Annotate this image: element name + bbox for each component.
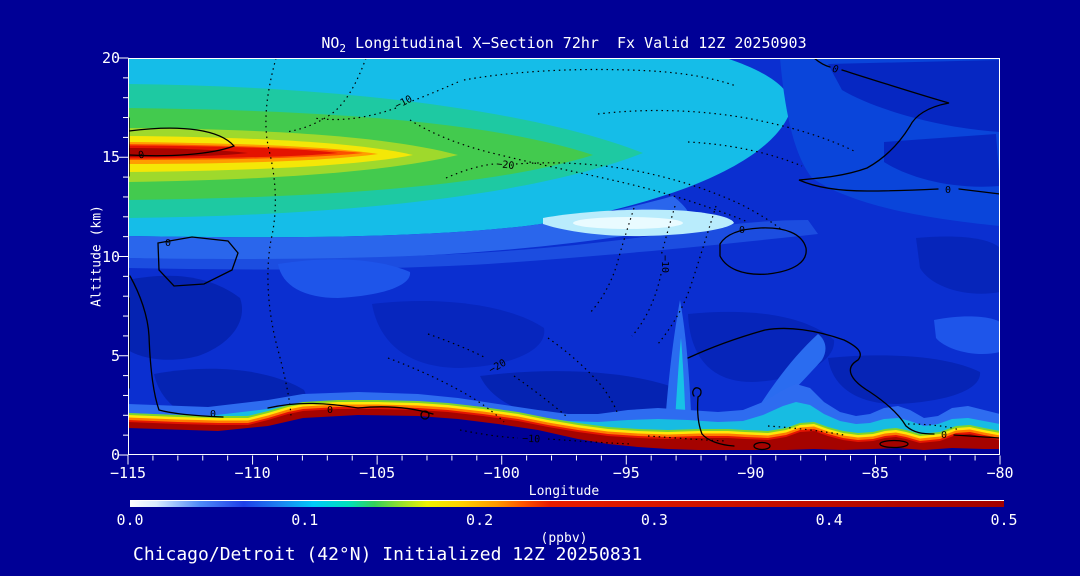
x-tick-label: −90 xyxy=(737,464,765,482)
title-species: NO xyxy=(321,34,340,52)
title-rest: Longitudinal X−Section 72hr Fx Valid 12Z… xyxy=(346,34,807,52)
initialization-caption: Chicago/Detroit (42°N) Initialized 12Z 2… xyxy=(133,544,643,565)
colorbar-tick-label: 0.1 xyxy=(291,511,319,529)
title-subscript: 2 xyxy=(339,42,347,55)
plot-title: NO2 Longitudinal X−Section 72hr Fx Valid… xyxy=(128,34,1000,55)
y-tick-label: 0 xyxy=(110,446,120,464)
colorbar-tick-label: 0.4 xyxy=(815,511,843,529)
negative-contour-lines xyxy=(265,58,961,445)
contour-value-label: 0 xyxy=(327,405,333,416)
contour-value-label: 0 xyxy=(945,185,951,196)
x-tick-label: −80 xyxy=(986,464,1014,482)
y-tick-label: 20 xyxy=(101,49,120,67)
contour-value-label: −10 xyxy=(522,434,541,446)
x-tick-label: −115 xyxy=(109,464,147,482)
colorbar-tick-label: 0.5 xyxy=(990,511,1018,529)
x-tick-label: −105 xyxy=(359,464,396,482)
contour-value-label: −20 xyxy=(496,159,515,172)
colorbar-tick-label: 0.3 xyxy=(640,511,668,529)
colorbar-units-label: (ppbv) xyxy=(540,531,588,546)
contour-value-label: 0 xyxy=(830,63,840,76)
contour-value-label: −10 xyxy=(659,255,670,273)
colorbar-tick-label: 0.2 xyxy=(466,511,494,529)
colorbar-tick-label: 0.0 xyxy=(116,511,144,529)
y-tick-label: 5 xyxy=(110,346,120,365)
contour-value-label: 0 xyxy=(137,150,145,162)
surface-layer-stack xyxy=(128,384,1000,455)
axis-ticks xyxy=(119,57,1001,465)
x-tick-label: −110 xyxy=(234,464,271,482)
colorbar xyxy=(130,500,1004,507)
x-tick-label: −95 xyxy=(612,464,640,482)
surface-band xyxy=(128,415,1000,455)
contour-value-label: 0 xyxy=(210,409,216,420)
y-tick-label: 15 xyxy=(101,148,120,167)
contour-value-label: 0 xyxy=(941,430,947,441)
y-tick-label: 10 xyxy=(101,247,120,266)
contour-value-label: 0 xyxy=(739,225,745,236)
x-tick-label: −100 xyxy=(483,464,520,482)
x-tick-label: −85 xyxy=(861,464,889,482)
contour-value-label: 0 xyxy=(165,238,171,249)
x-axis-label: Longitude xyxy=(528,484,600,499)
